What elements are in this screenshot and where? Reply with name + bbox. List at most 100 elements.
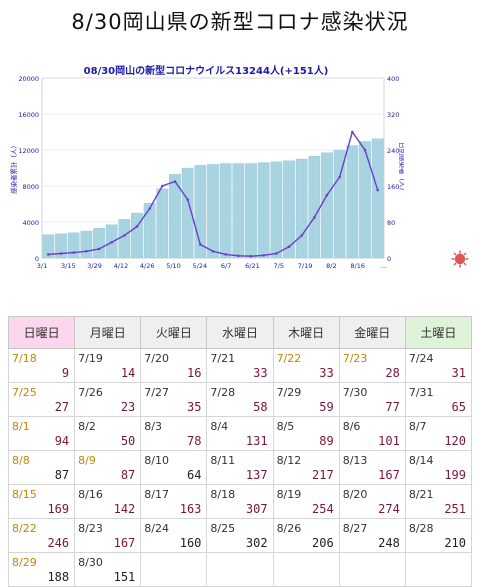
cumulative-bar <box>245 163 257 259</box>
chart-container: 0 4000 8000 12000 16000 20000 0 80 160 240 320 400 感… <box>8 62 404 274</box>
day-case-count: 120 <box>444 434 466 448</box>
day-date: 8/11 <box>210 454 236 467</box>
y-left-tick-label: 4000 <box>22 219 39 227</box>
x-tick-label: 4/12 <box>114 262 129 270</box>
calendar-day-cell: 8/27 248 <box>338 518 406 553</box>
calendar-day-cell: 8/5 89 <box>272 416 340 451</box>
calendar-day-cell: 8/15 169 <box>7 484 76 519</box>
x-tick-label: 8/2 <box>326 262 336 270</box>
y-right-tick-label: 400 <box>387 75 399 83</box>
header-thursday: 木曜日 <box>272 316 340 349</box>
header-friday: 金曜日 <box>338 316 406 349</box>
day-case-count: 169 <box>47 502 70 516</box>
calendar-day-cell: 8/22 246 <box>7 518 76 553</box>
x-tick-label: 6/21 <box>245 262 260 270</box>
daily-cases-point <box>249 254 253 258</box>
day-date: 8/30 <box>78 556 103 569</box>
day-case-count: 167 <box>113 536 136 550</box>
x-tick-label: 3/29 <box>87 262 102 270</box>
daily-cases-point <box>275 252 278 255</box>
header-saturday: 土曜日 <box>404 316 473 349</box>
calendar-day-cell: 8/9 87 <box>74 450 142 485</box>
y-left-axis-label: 感染者累計（人） <box>9 142 18 194</box>
calendar-day-cell: 8/4 131 <box>206 416 274 451</box>
day-case-count: 167 <box>378 468 400 482</box>
calendar-day-cell: 7/30 77 <box>338 382 406 417</box>
day-case-count: 274 <box>378 502 400 516</box>
day-date: 7/26 <box>78 386 103 399</box>
daily-cases-point <box>313 216 316 219</box>
day-date: 8/21 <box>408 488 434 501</box>
x-tick-label: 7/19 <box>298 262 313 270</box>
calendar-day-cell: 8/12 217 <box>272 450 340 485</box>
calendar-header-row: 日曜日 月曜日 火曜日 水曜日 木曜日 金曜日 土曜日 <box>7 316 473 349</box>
cumulative-bar <box>93 228 105 259</box>
daily-cases-point <box>211 249 215 253</box>
calendar-day-cell: 8/24 160 <box>140 518 208 553</box>
x-tick-label: 3/1 <box>37 262 47 270</box>
calendar-day-cell: 8/23 167 <box>74 518 142 553</box>
virus-icon <box>451 250 469 268</box>
calendar-day-cell: 7/20 16 <box>140 348 208 383</box>
day-case-count: 101 <box>378 434 400 448</box>
calendar-day-cell: 8/28 210 <box>404 518 473 553</box>
calendar-day-cell: 8/16 142 <box>74 484 142 519</box>
cumulative-bar <box>131 212 143 259</box>
calendar-day-cell: 8/6 101 <box>338 416 406 451</box>
day-date: 8/3 <box>144 420 162 433</box>
cumulative-bar <box>156 188 169 259</box>
day-date: 7/27 <box>144 386 169 399</box>
day-case-count: 14 <box>120 366 136 380</box>
calendar-body: 7/18 9 7/19 14 7/20 16 7/21 33 7/22 33 7/23 28 7/24 3… <box>7 348 473 587</box>
calendar-day-cell: 7/26 23 <box>74 382 142 417</box>
calendar-day-cell: 8/13 167 <box>338 450 406 485</box>
calendar-day-cell: 8/21 251 <box>404 484 473 519</box>
day-date: 8/12 <box>276 454 302 467</box>
day-date: 8/8 <box>12 454 30 467</box>
day-date: 7/24 <box>408 352 434 365</box>
calendar-day-cell <box>206 552 274 587</box>
day-date: 7/31 <box>408 386 434 399</box>
day-case-count: 251 <box>444 502 466 516</box>
day-case-count: 254 <box>312 502 334 516</box>
day-case-count: 87 <box>120 468 136 482</box>
calendar-day-cell: 8/20 274 <box>338 484 406 519</box>
header-sunday: 日曜日 <box>7 316 76 349</box>
calendar-day-cell: 7/27 35 <box>140 382 208 417</box>
calendar-day-cell: 7/24 31 <box>404 348 473 383</box>
daily-cases-point <box>376 188 379 192</box>
calendar-day-cell: 8/7 120 <box>404 416 473 451</box>
calendar-day-cell: 7/22 33 <box>272 348 340 383</box>
cumulative-bar <box>181 167 194 259</box>
cumulative-bar <box>67 232 80 259</box>
day-date: 7/23 <box>342 352 368 365</box>
y-right-tick-label: 240 <box>387 147 399 155</box>
cumulative-bar <box>55 233 67 259</box>
calendar-day-cell: 7/28 58 <box>206 382 274 417</box>
daily-cases-point <box>262 254 265 257</box>
y-left-tick-label: 12000 <box>18 147 39 155</box>
day-date: 8/23 <box>78 522 103 535</box>
day-date: 8/25 <box>210 522 236 535</box>
cumulative-bar <box>118 219 131 259</box>
calendar-day-cell: 7/29 59 <box>272 382 340 417</box>
day-case-count: 248 <box>378 536 400 550</box>
calendar-day-cell: 8/1 94 <box>7 416 76 451</box>
calendar-day-cell: 8/2 50 <box>74 416 142 451</box>
cumulative-bar <box>359 141 371 259</box>
daily-cases-point <box>110 240 113 244</box>
cumulative-bar <box>169 174 181 259</box>
day-case-count: 28 <box>385 366 400 380</box>
day-case-count: 151 <box>113 570 136 584</box>
day-case-count: 246 <box>47 536 70 550</box>
cumulative-bar <box>232 163 245 259</box>
daily-cases-point <box>123 234 126 237</box>
day-date: 8/7 <box>408 420 427 433</box>
calendar-day-cell: 8/25 302 <box>206 518 274 553</box>
day-case-count: 163 <box>179 502 202 516</box>
calendar-day-cell: 8/30 151 <box>74 552 142 587</box>
daily-cases-point <box>338 175 341 179</box>
daily-cases-point <box>325 193 329 197</box>
day-case-count: 78 <box>186 434 202 448</box>
day-date: 8/1 <box>12 420 30 433</box>
